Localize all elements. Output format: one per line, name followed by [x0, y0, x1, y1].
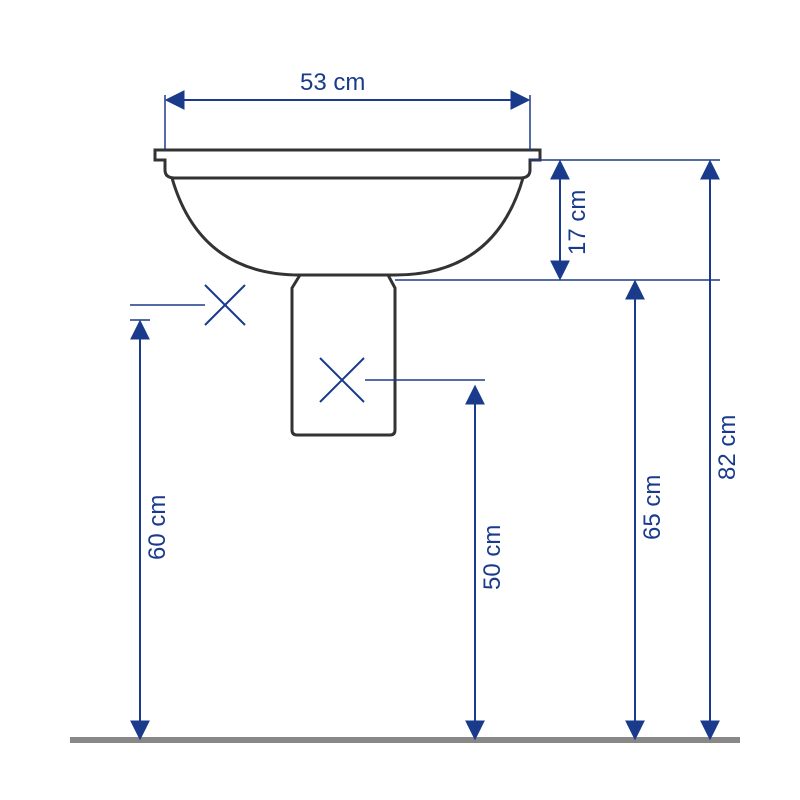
dimension-labels: 53 cm 17 cm 82 cm 65 cm 60 cm 50 cm [144, 69, 741, 590]
wall-supply-mark [205, 285, 245, 325]
label-53cm: 53 cm [300, 69, 365, 96]
drain-mark [320, 358, 364, 402]
extension-lines [130, 95, 720, 380]
dimension-lines [140, 100, 710, 737]
label-50cm: 50 cm [479, 525, 506, 590]
technical-drawing: 53 cm 17 cm 82 cm 65 cm 60 cm 50 cm [0, 0, 800, 800]
label-17cm: 17 cm [564, 190, 591, 255]
label-65cm: 65 cm [639, 475, 666, 540]
label-60cm: 60 cm [144, 495, 171, 560]
label-82cm: 82 cm [714, 415, 741, 480]
